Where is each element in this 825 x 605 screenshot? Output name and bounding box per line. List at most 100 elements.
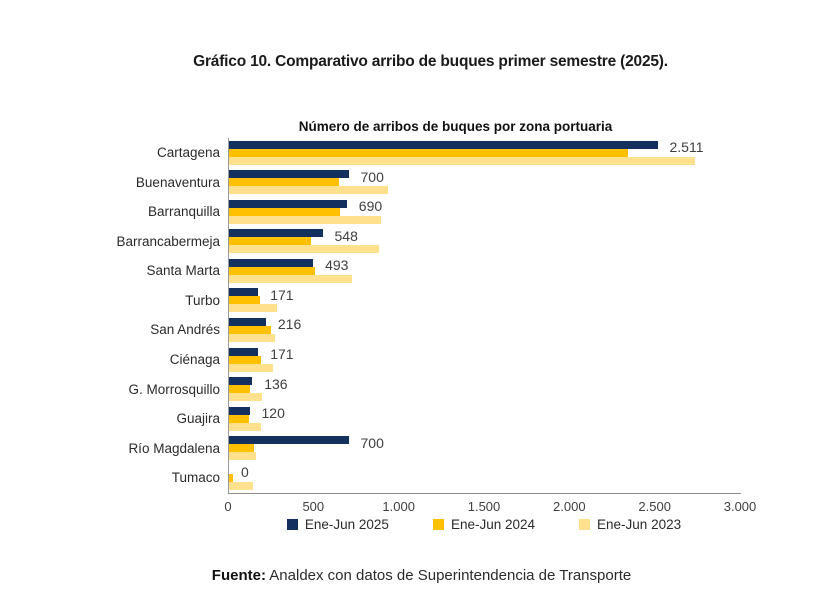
bar-ene-jun-2023: [229, 393, 263, 402]
bar-ene-jun-2024: [229, 266, 316, 275]
bar-ene-jun-2025: [229, 377, 253, 386]
source-label: Fuente:: [211, 566, 266, 584]
chart-row: Barranquilla 690: [100, 197, 760, 227]
bar-group: 171: [228, 345, 741, 375]
bar-ene-jun-2024: [229, 325, 271, 334]
x-tick-label: 500: [302, 498, 325, 514]
category-label: Tumaco: [171, 470, 220, 486]
value-label: 493: [325, 257, 349, 274]
value-label: 216: [277, 316, 302, 333]
bar-group: 548: [228, 226, 741, 257]
bar-ene-jun-2023: [229, 274, 352, 283]
plot-area: Cartagena 2.511 Buenaventura 700 Barranquill…: [100, 138, 760, 493]
category-label: Turbo: [185, 292, 220, 308]
bar-ene-jun-2025: [229, 258, 314, 267]
chart-row: Buenaventura 700: [100, 167, 760, 198]
chart-row: Santa Marta 493: [100, 256, 760, 286]
value-label: 2.511: [669, 139, 704, 155]
legend-label: Ene-Jun 2023: [597, 516, 682, 532]
value-label: 690: [358, 198, 383, 215]
bar-ene-jun-2024: [229, 148, 629, 157]
category-label: Cartagena: [156, 145, 220, 160]
legend-swatch-icon: [286, 518, 298, 530]
legend: Ene-Jun 2025 Ene-Jun 2024 Ene-Jun 2023: [228, 516, 740, 533]
legend-swatch-icon: [432, 518, 444, 530]
bar-ene-jun-2023: [229, 304, 277, 313]
value-label: 120: [261, 405, 285, 422]
chart-row: Turbo 171: [100, 285, 760, 316]
bar-ene-jun-2025: [229, 288, 259, 297]
chart-row: Tumaco 0: [100, 463, 760, 493]
bar-ene-jun-2024: [229, 355, 261, 364]
x-tick-label: 2.000: [553, 498, 586, 514]
category-label: Santa Marta: [146, 263, 220, 279]
bar-ene-jun-2025: [229, 170, 349, 179]
bar-group: 216: [228, 315, 741, 346]
bar-ene-jun-2024: [229, 178, 340, 187]
bar-ene-jun-2024: [229, 296, 260, 305]
bar-ene-jun-2024: [229, 473, 234, 482]
chart-title: Número de arribos de buques por zona por…: [298, 119, 613, 134]
chart-row: San Andrés 216: [100, 315, 760, 346]
bar-ene-jun-2024: [229, 385, 250, 394]
source-text: Analdex con datos de Superintendencia de…: [265, 566, 632, 584]
value-label: 700: [360, 168, 384, 185]
x-tick-label: 1.000: [382, 498, 415, 514]
legend-item: Ene-Jun 2023: [579, 517, 681, 532]
x-axis: 0 500 1.000 1.500 2.000 2.500 3.000: [224, 492, 756, 514]
x-tick-label: 0: [224, 498, 232, 514]
category-label: G. Morrosquillo: [128, 381, 220, 397]
category-label: Guajira: [176, 411, 220, 427]
bar-ene-jun-2025: [229, 140, 658, 149]
value-label: 171: [270, 286, 294, 303]
category-label: Río Magdalena: [128, 440, 220, 456]
value-label: 136: [264, 375, 288, 392]
bar-ene-jun-2025: [229, 229, 323, 238]
bar-ene-jun-2025: [229, 199, 347, 208]
chart-row: Cartagena 2.511: [100, 138, 760, 168]
chart-row: Ciénaga 171: [100, 345, 760, 375]
chart-row: Barrancabermeja 548: [100, 226, 760, 257]
bar-ene-jun-2025: [229, 347, 259, 356]
bar-ene-jun-2024: [229, 414, 249, 423]
bar-ene-jun-2024: [229, 207, 340, 216]
value-label: 700: [360, 434, 384, 451]
value-label: 0: [241, 464, 249, 481]
bar-group: 700: [228, 167, 741, 198]
bar-group: 120: [228, 404, 741, 434]
x-tick-label: 2.500: [638, 498, 671, 514]
category-label: Barrancabermeja: [116, 233, 220, 249]
category-label: Ciénaga: [169, 352, 220, 368]
chart-row: Río Magdalena 700: [100, 433, 760, 464]
x-tick-label: 3.000: [723, 498, 757, 514]
bar-group: 690: [228, 197, 741, 227]
category-label: San Andrés: [150, 322, 220, 338]
bar-ene-jun-2023: [229, 186, 388, 195]
bar-ene-jun-2023: [229, 363, 274, 372]
bar-group: 700: [228, 433, 741, 464]
bar-ene-jun-2023: [229, 481, 253, 490]
bar-ene-jun-2025: [229, 406, 250, 415]
bar-ene-jun-2024: [229, 444, 254, 453]
bar-ene-jun-2023: [229, 215, 381, 224]
source-note: Fuente: Analdex con datos de Superintend…: [0, 566, 825, 586]
bar-ene-jun-2023: [229, 452, 256, 461]
chart-row: G. Morrosquillo 136: [100, 374, 760, 405]
bar-group: 2.511: [228, 138, 741, 168]
value-label: 171: [270, 346, 294, 363]
legend-item: Ene-Jun 2024: [432, 517, 535, 532]
legend-swatch-icon: [579, 518, 591, 530]
page-title: Gráfico 10. Comparativo arribo de buques…: [193, 53, 668, 70]
bar-group: 171: [228, 285, 741, 316]
bar-ene-jun-2024: [229, 237, 311, 246]
chart-row: Guajira 120: [100, 404, 760, 434]
bar-ene-jun-2023: [229, 422, 262, 431]
x-tick-label: 1.500: [467, 498, 501, 514]
bar-ene-jun-2023: [229, 333, 276, 342]
legend-item: Ene-Jun 2025: [286, 516, 389, 532]
bar-group: 136: [228, 374, 741, 405]
bar-group: 493: [228, 256, 741, 286]
legend-label: Ene-Jun 2025: [304, 516, 389, 532]
bar-ene-jun-2025: [229, 436, 349, 445]
